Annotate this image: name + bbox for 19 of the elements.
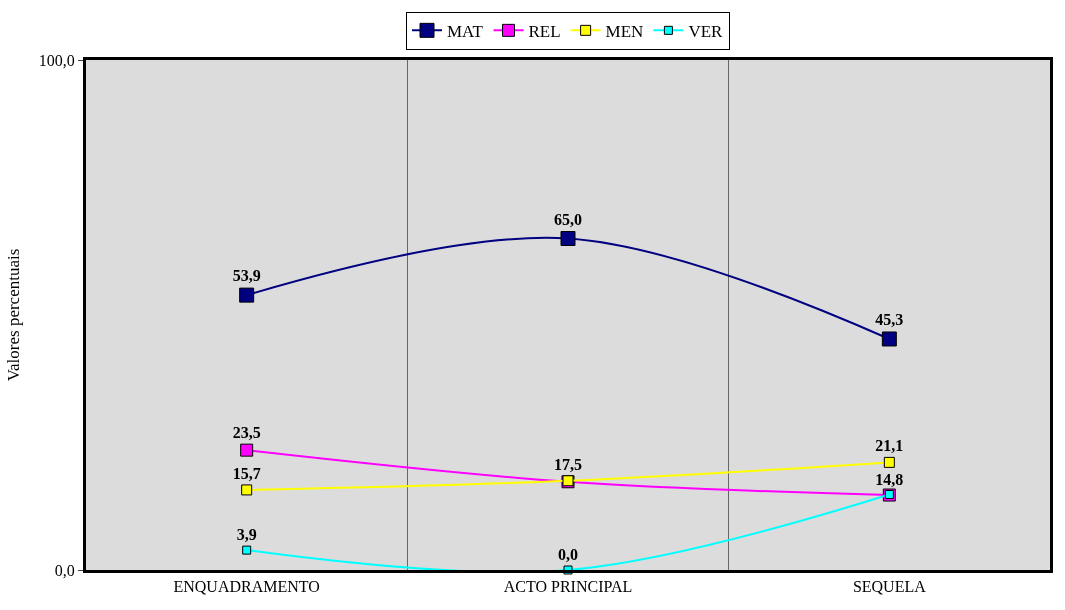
x-tick-label: SEQUELA (852, 578, 927, 596)
legend-label: REL (528, 21, 561, 41)
data-label: 14,8 (875, 470, 904, 488)
x-tick-label: ACTO PRINCIPAL (503, 578, 633, 596)
data-label: 17,5 (554, 455, 582, 473)
data-label: 21,1 (875, 437, 904, 455)
data-label: 65,0 (554, 210, 582, 228)
legend-label: MAT (447, 21, 484, 41)
y-tick-label: 100,0 (38, 51, 75, 69)
data-label: 3,9 (236, 526, 257, 544)
legend-label: VER (688, 21, 724, 41)
data-label: 23,5 (232, 423, 261, 441)
data-label: 45,3 (875, 311, 904, 329)
data-label: 53,9 (232, 267, 261, 285)
data-label: 0,0 (558, 546, 578, 563)
y-axis-title: Valores percentuais (4, 248, 24, 382)
legend-label: MEN (605, 21, 644, 41)
x-tick-label: ENQUADRAMENTO (173, 578, 320, 596)
data-label: 15,7 (232, 464, 261, 482)
